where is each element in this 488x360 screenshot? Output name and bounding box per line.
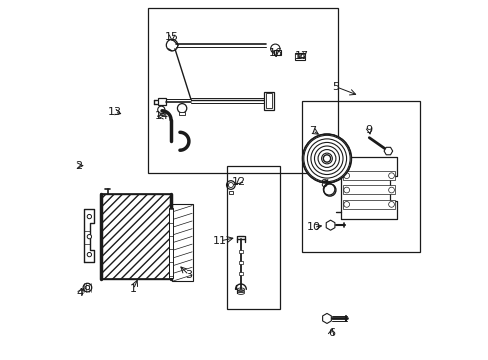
Bar [101,194,171,279]
Bar [273,50,281,55]
Circle shape [302,134,351,183]
Bar [179,112,184,116]
Bar [343,171,394,180]
Bar [265,93,272,108]
Text: 12: 12 [232,177,245,187]
Bar [160,113,164,116]
Bar [147,8,337,173]
Text: 10: 10 [306,222,320,232]
Bar [301,101,419,252]
Text: 4: 4 [77,288,83,298]
Text: 11: 11 [213,236,226,246]
Bar [172,204,192,281]
Text: 9: 9 [365,125,372,135]
Bar [343,185,394,194]
Bar [294,53,305,60]
Bar [228,191,233,194]
Circle shape [87,252,91,257]
Text: 13: 13 [107,107,122,117]
Circle shape [323,155,330,162]
Circle shape [87,215,91,219]
Text: 6: 6 [327,328,334,338]
Text: 14: 14 [155,111,169,121]
Text: 16: 16 [268,48,283,58]
Text: 1: 1 [130,284,137,294]
Circle shape [323,155,330,162]
Text: 7: 7 [308,126,316,135]
Bar [226,166,280,309]
Bar [264,92,274,110]
Circle shape [87,234,91,239]
Polygon shape [341,157,396,220]
Text: 3: 3 [185,270,192,280]
Text: 2: 2 [75,161,82,171]
Bar [238,250,243,253]
Text: 17: 17 [294,51,308,61]
Bar [238,261,243,264]
Text: 8: 8 [319,179,326,189]
Text: 5: 5 [332,82,339,92]
Text: 15: 15 [165,32,179,41]
Bar [238,272,243,275]
Bar [169,208,172,278]
Bar [295,54,304,58]
Bar [158,98,166,105]
Polygon shape [83,210,94,262]
Bar [343,200,394,209]
